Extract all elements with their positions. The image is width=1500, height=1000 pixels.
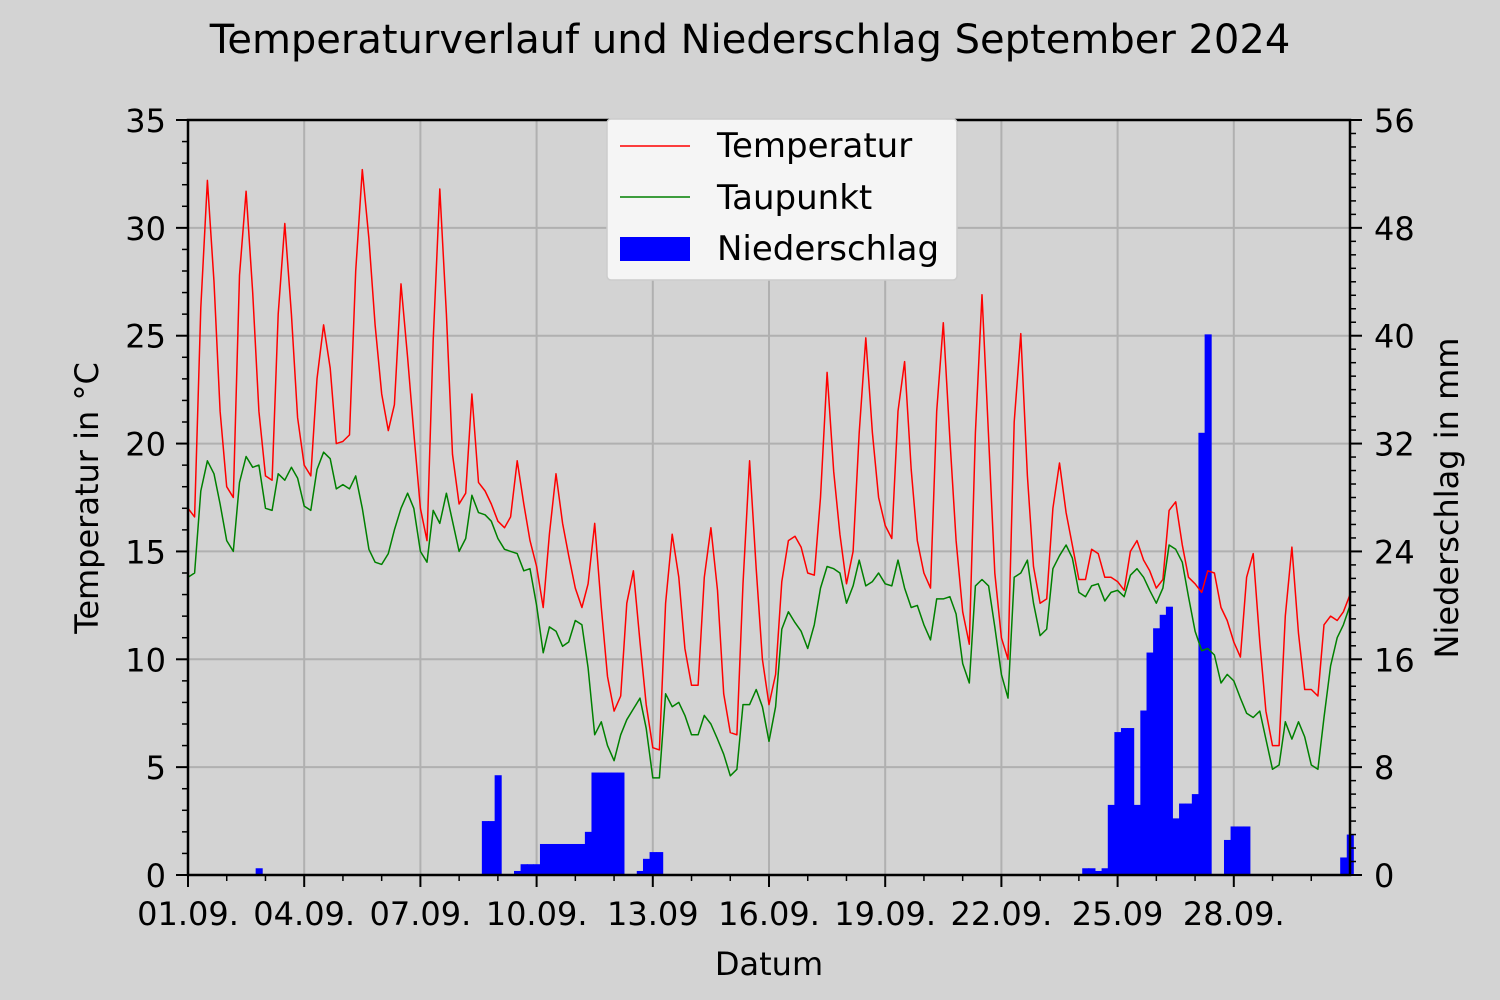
precipitation-bar xyxy=(617,772,625,875)
series-line-temperatur xyxy=(187,168,1351,751)
legend-label-taupunkt: Taupunkt xyxy=(716,178,872,218)
precipitation-bar xyxy=(1127,728,1135,875)
precipitation-bar xyxy=(1223,839,1232,875)
precipitation-bar xyxy=(1230,826,1238,875)
x-tick-label: 16.09. xyxy=(718,895,820,933)
precipitation-bar xyxy=(559,843,567,875)
precipitation-bar xyxy=(1101,868,1109,875)
precipitation-bar xyxy=(481,821,489,875)
precipitation-bar xyxy=(552,843,560,875)
y-axis-label-right: Niederschlag in mm xyxy=(1428,338,1466,659)
precipitation-bar xyxy=(1185,803,1193,875)
precipitation-bar xyxy=(526,864,534,875)
precipitation-bar xyxy=(539,843,548,875)
precipitation-bar xyxy=(1172,818,1180,875)
precipitation-bar xyxy=(656,852,664,875)
precipitation-bar xyxy=(578,843,586,875)
y-left-tick-label: 20 xyxy=(125,426,166,464)
precipitation-bar xyxy=(598,772,606,875)
x-tick-label: 13.09 xyxy=(607,895,699,933)
x-tick-label: 22.09. xyxy=(951,895,1053,933)
y-left-tick-label: 5 xyxy=(146,749,166,787)
precipitation-bar xyxy=(1133,804,1141,875)
y-left-tick-label: 25 xyxy=(125,318,166,356)
y-left-tick-label: 15 xyxy=(125,533,166,571)
precipitation-bar xyxy=(1153,628,1161,875)
y-left-tick-label: 30 xyxy=(125,210,166,248)
series-line-taupunkt xyxy=(187,451,1351,779)
precipitation-bar xyxy=(636,870,644,875)
precipitation-bar xyxy=(1146,652,1154,875)
axis-ticks: 0 5 10 15 20 25 30 35 0 8 16 24 32 40 48 56 01.09. 04.09.… xyxy=(125,102,1414,933)
y-right-tick-label: 56 xyxy=(1374,102,1415,140)
precipitation-bar xyxy=(1114,732,1122,875)
x-tick-label: 01.09. xyxy=(137,895,239,933)
precipitation-bar xyxy=(1082,868,1090,875)
legend: Temperatur Taupunkt Niederschlag xyxy=(606,118,958,281)
x-axis-label: Datum xyxy=(715,945,823,983)
precipitation-bar xyxy=(1088,868,1096,875)
y-right-tick-label: 40 xyxy=(1374,318,1415,356)
legend-swatch-niederschlag xyxy=(620,237,690,261)
legend-label-niederschlag: Niederschlag xyxy=(717,229,939,269)
precipitation-bar xyxy=(610,772,618,875)
precipitation-bar xyxy=(1179,803,1187,875)
y-right-tick-label: 48 xyxy=(1374,210,1415,248)
y-right-tick-label: 24 xyxy=(1374,533,1415,571)
line-series xyxy=(187,168,1351,779)
precipitation-bar xyxy=(1237,826,1245,875)
precipitation-bar xyxy=(1140,710,1148,875)
precipitation-bar xyxy=(604,772,612,875)
legend-label-temperatur: Temperatur xyxy=(716,126,912,166)
precipitation-bars xyxy=(255,334,1354,875)
x-tick-label: 04.09. xyxy=(253,895,355,933)
precipitation-bar xyxy=(1120,728,1129,875)
precipitation-bar xyxy=(546,843,554,875)
precipitation-bar xyxy=(514,870,522,875)
y-right-tick-label: 32 xyxy=(1374,426,1415,464)
x-tick-label: 19.09. xyxy=(834,895,936,933)
precipitation-bar xyxy=(1159,614,1167,875)
precipitation-bar xyxy=(1107,804,1115,875)
precipitation-bar xyxy=(649,852,657,875)
x-tick-label: 28.09. xyxy=(1183,895,1285,933)
x-tick-label: 25.09 xyxy=(1072,895,1164,933)
precipitation-bar xyxy=(1198,432,1206,875)
chart-title: Temperaturverlauf und Niederschlag Septe… xyxy=(209,17,1291,63)
precipitation-bar xyxy=(1340,857,1348,875)
x-tick-label: 07.09. xyxy=(370,895,472,933)
precipitation-bar xyxy=(572,843,580,875)
y-right-tick-label: 8 xyxy=(1374,749,1394,787)
x-tick-label: 10.09. xyxy=(486,895,588,933)
precipitation-bar xyxy=(255,868,263,875)
precipitation-bar xyxy=(520,864,528,875)
precipitation-bar xyxy=(591,772,599,875)
y-left-tick-label: 35 xyxy=(125,102,166,140)
precipitation-bar xyxy=(494,775,502,875)
y-right-tick-label: 16 xyxy=(1374,641,1415,679)
precipitation-bar xyxy=(1243,826,1251,875)
y-axis-label-left: Temperatur in °C xyxy=(68,362,106,635)
legend-box xyxy=(606,118,958,281)
precipitation-bar xyxy=(1165,606,1173,875)
y-right-tick-label: 0 xyxy=(1374,857,1394,895)
precipitation-bar xyxy=(1095,870,1103,875)
precipitation-bar xyxy=(584,831,592,875)
precipitation-bar xyxy=(565,843,573,875)
precipitation-bar xyxy=(1191,794,1199,875)
y-left-tick-label: 10 xyxy=(125,641,166,679)
y-left-tick-label: 0 xyxy=(146,857,166,895)
precipitation-bar xyxy=(1204,334,1212,875)
precipitation-bar xyxy=(533,864,541,875)
precipitation-bar xyxy=(488,821,496,875)
precipitation-bar xyxy=(642,858,651,875)
